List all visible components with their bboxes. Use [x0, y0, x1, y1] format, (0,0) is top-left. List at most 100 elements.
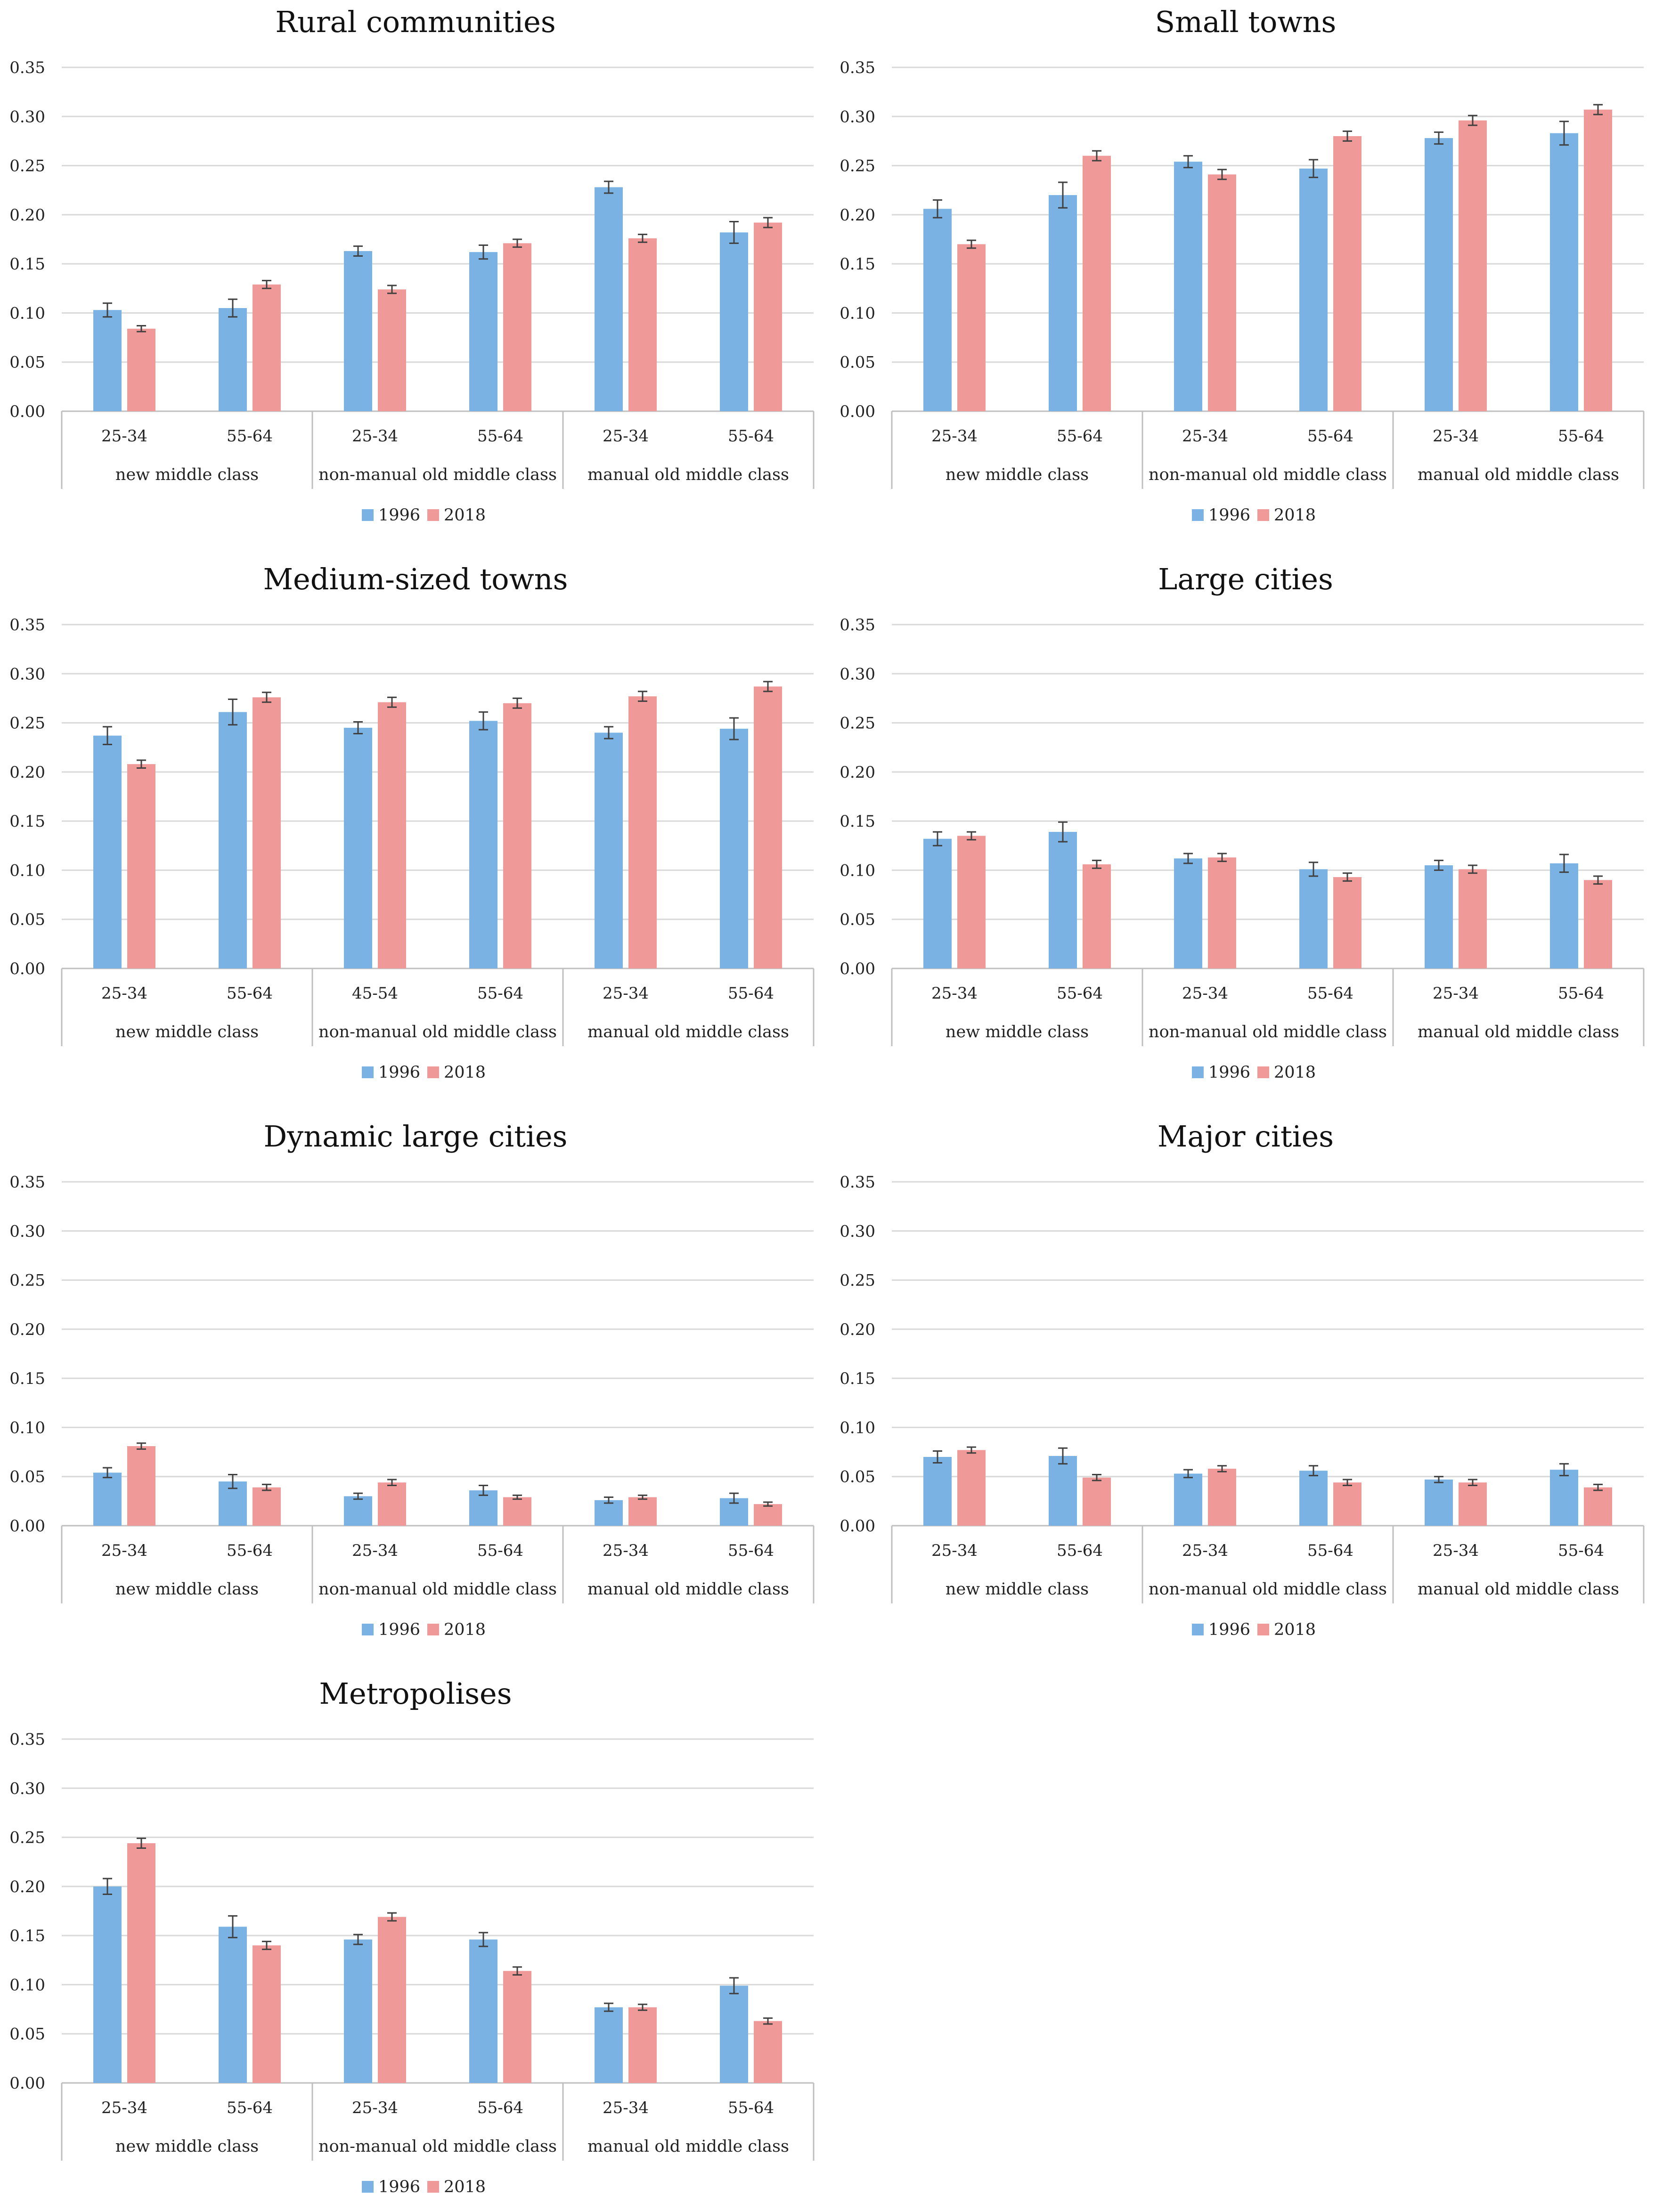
- legend-swatch-1996: [1192, 1066, 1204, 1078]
- legend-swatch-1996: [1192, 509, 1204, 521]
- y-tick-label: 0.25: [9, 714, 45, 733]
- legend-swatch-2018: [427, 1624, 439, 1635]
- bar-2018: [1459, 120, 1487, 412]
- bar-1996: [219, 308, 247, 411]
- bar-1996: [469, 1490, 497, 1526]
- chart-panel: Large cities 0.00 0.05 0.10 0.15 0.20 0.25 0.30…: [840, 562, 1645, 1082]
- x-tick-label: 25-34: [1182, 427, 1228, 446]
- x-tick-label: 25-34: [1182, 1541, 1228, 1560]
- y-tick-label: 0.05: [9, 353, 45, 372]
- x-tick-label: 55-64: [227, 2098, 273, 2117]
- y-tick-label: 0.20: [840, 206, 875, 225]
- bar-2018: [127, 764, 155, 968]
- y-tick-label: 0.30: [9, 1779, 45, 1798]
- bar-2018: [1333, 877, 1362, 968]
- bar-1996: [469, 252, 497, 411]
- legend-label: 1996: [1208, 506, 1250, 525]
- chart-title: Rural communities: [275, 5, 555, 39]
- bar-1996: [344, 1496, 372, 1526]
- x-tick-label: 25-34: [101, 984, 147, 1003]
- legend-label: 2018: [1274, 506, 1316, 525]
- legend-label: 1996: [378, 2178, 420, 2196]
- bar-1996: [1174, 1473, 1202, 1526]
- y-tick-label: 0.15: [840, 255, 875, 274]
- legend-label: 1996: [378, 506, 420, 525]
- bar-1996: [344, 1939, 372, 2083]
- y-tick-label: 0.15: [840, 812, 875, 831]
- legend-label: 2018: [1274, 1620, 1316, 1639]
- bar-2018: [957, 244, 986, 411]
- y-tick-label: 0.25: [840, 1271, 875, 1290]
- bar-1996: [595, 2007, 623, 2083]
- x-tick-label: 25-34: [931, 984, 978, 1003]
- bar-2018: [1333, 1482, 1362, 1526]
- x-tick-label: 55-64: [1307, 427, 1353, 446]
- bar-1996: [1550, 863, 1578, 968]
- x-tick-label: 55-64: [227, 1541, 273, 1560]
- bar-2018: [503, 703, 531, 968]
- group-label: new middle class: [115, 2137, 259, 2156]
- bar-1996: [1299, 869, 1328, 968]
- y-tick-label: 0.30: [840, 665, 875, 683]
- x-tick-label: 55-64: [1307, 984, 1353, 1003]
- bar-2018: [1459, 1482, 1487, 1526]
- bar-2018: [628, 238, 657, 411]
- y-tick-label: 0.30: [9, 107, 45, 126]
- y-tick-label: 0.15: [9, 812, 45, 831]
- bar-2018: [957, 1450, 986, 1526]
- y-tick-label: 0.05: [840, 1468, 875, 1487]
- group-label: manual old middle class: [587, 1580, 789, 1599]
- x-tick-label: 25-34: [603, 2098, 649, 2117]
- legend-label: 1996: [1208, 1620, 1250, 1639]
- group-label: non-manual old middle class: [1149, 1580, 1387, 1599]
- y-tick-label: 0.20: [9, 206, 45, 225]
- legend: 1996 2018: [362, 1620, 486, 1639]
- bar-1996: [595, 732, 623, 968]
- y-tick-label: 0.30: [9, 1222, 45, 1241]
- y-tick-label: 0.10: [840, 304, 875, 323]
- bar-1996: [1425, 865, 1453, 968]
- x-tick-label: 25-34: [603, 984, 649, 1003]
- y-tick-label: 0.10: [840, 861, 875, 880]
- chart-title: Dynamic large cities: [263, 1119, 567, 1154]
- group-label: new middle class: [946, 1023, 1089, 1041]
- y-tick-label: 0.35: [840, 616, 875, 634]
- y-tick-label: 0.05: [9, 2025, 45, 2044]
- x-tick-label: 55-64: [477, 427, 523, 446]
- chart-title: Large cities: [1158, 562, 1333, 596]
- x-tick-label: 55-64: [728, 984, 774, 1003]
- bar-2018: [1584, 1487, 1612, 1526]
- chart-title: Medium-sized towns: [263, 562, 568, 596]
- bar-1996: [1049, 195, 1077, 411]
- legend-label: 1996: [378, 1063, 420, 1082]
- y-tick-label: 0.20: [9, 763, 45, 782]
- legend-swatch-1996: [1192, 1624, 1204, 1635]
- y-tick-label: 0.05: [840, 353, 875, 372]
- bar-2018: [628, 696, 657, 968]
- bar-2018: [1459, 869, 1487, 968]
- x-tick-label: 55-64: [1558, 984, 1604, 1003]
- y-tick-label: 0.00: [840, 402, 875, 421]
- legend-swatch-2018: [427, 2181, 439, 2193]
- legend-label: 1996: [378, 1620, 420, 1639]
- bar-1996: [923, 1457, 952, 1526]
- group-label: non-manual old middle class: [318, 1580, 557, 1599]
- y-tick-label: 0.00: [9, 402, 45, 421]
- x-tick-label: 55-64: [477, 1541, 523, 1560]
- bar-2018: [754, 2021, 782, 2083]
- x-tick-label: 55-64: [477, 984, 523, 1003]
- bar-1996: [1425, 1479, 1453, 1526]
- group-label: manual old middle class: [1418, 465, 1619, 484]
- y-tick-label: 0.10: [840, 1418, 875, 1437]
- bar-1996: [1049, 1456, 1077, 1526]
- chart-title: Metropolises: [319, 1676, 512, 1711]
- bar-1996: [1174, 858, 1202, 968]
- y-tick-label: 0.00: [9, 960, 45, 978]
- y-tick-label: 0.35: [9, 1173, 45, 1192]
- y-tick-label: 0.35: [9, 1730, 45, 1749]
- bar-1996: [1174, 162, 1202, 411]
- bar-1996: [93, 735, 122, 968]
- x-tick-label: 25-34: [101, 427, 147, 446]
- x-tick-label: 25-34: [1182, 984, 1228, 1003]
